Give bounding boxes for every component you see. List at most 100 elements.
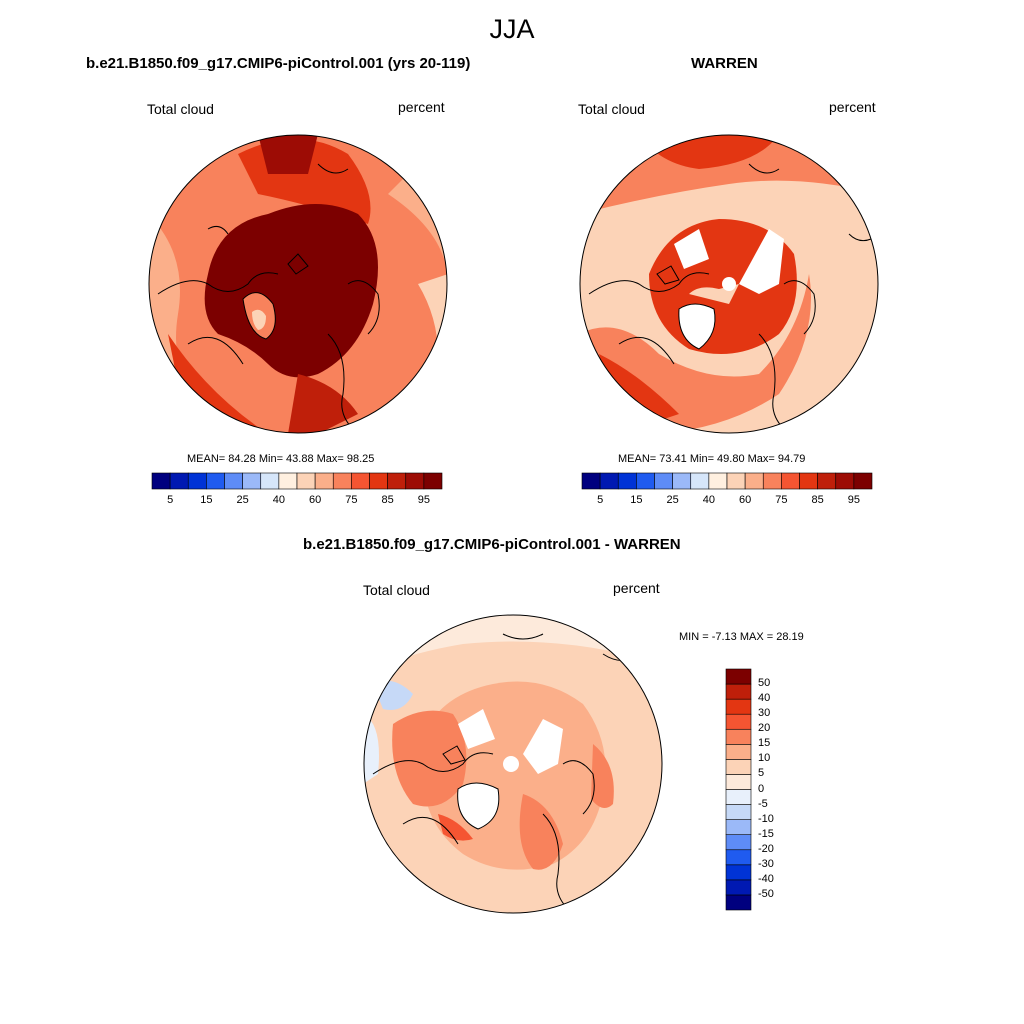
colorbar-box — [725, 683, 752, 700]
colorbar-box — [725, 759, 752, 775]
colorbar-box — [744, 472, 764, 490]
model-colorbar — [151, 472, 443, 490]
colorbar-box — [708, 472, 728, 490]
colorbar-box — [654, 472, 673, 490]
colorbar-box — [332, 472, 352, 490]
obs-variable-label: Total cloud — [578, 101, 645, 117]
colorbar-box — [581, 472, 601, 490]
colorbar-box — [762, 472, 782, 490]
colorbar-tick-label: 5 — [597, 494, 604, 506]
colorbar-box — [636, 472, 655, 490]
colorbar-box — [725, 849, 752, 866]
obs-stats: MEAN= 73.41 Min= 49.80 Max= 94.79 — [618, 453, 806, 465]
colorbar-tick-label: 40 — [758, 692, 771, 705]
colorbar-tick-label: 0 — [758, 782, 765, 795]
obs-polar-map — [579, 134, 879, 434]
colorbar-box — [725, 879, 752, 896]
colorbar-box — [725, 864, 752, 881]
colorbar-box — [151, 472, 171, 490]
colorbar-box — [387, 472, 407, 490]
diff-variable-label: Total cloud — [363, 582, 430, 598]
colorbar-box — [725, 774, 752, 790]
obs-panel-title: WARREN — [691, 55, 758, 72]
colorbar-box — [169, 472, 189, 490]
figure-title: JJA — [489, 14, 535, 44]
colorbar-box — [314, 472, 334, 490]
colorbar-tick-label: 15 — [758, 737, 771, 750]
diff-units-label: percent — [613, 580, 660, 596]
diff-colorbar — [725, 668, 752, 911]
colorbar-box — [405, 472, 425, 490]
diff-colorbar-ticks: 50 40 30 20 15 10 5 0 -5 -10 -15 -20 -30 -40 -50 — [758, 669, 798, 910]
colorbar-tick-label: 25 — [236, 494, 249, 506]
model-variable-label: Total cloud — [147, 101, 214, 117]
colorbar-tick-label: 30 — [758, 707, 771, 720]
colorbar-box — [725, 834, 752, 851]
colorbar-box — [672, 472, 692, 490]
model-colorbar-ticks: 5 15 25 40 60 75 85 95 — [152, 494, 442, 508]
colorbar-tick-label: 5 — [167, 494, 174, 506]
colorbar-tick-label: 75 — [345, 494, 358, 506]
colorbar-tick-label: 75 — [775, 494, 788, 506]
colorbar-box — [296, 472, 316, 490]
colorbar-box — [835, 472, 855, 490]
model-units-label: percent — [398, 99, 445, 115]
obs-colorbar-ticks: 5 15 25 40 60 75 85 95 — [582, 494, 872, 508]
colorbar-box — [725, 804, 752, 820]
colorbar-tick-label: 95 — [847, 494, 860, 506]
colorbar-tick-label: -20 — [758, 842, 774, 855]
colorbar-tick-label: 15 — [630, 494, 643, 506]
colorbar-tick-label: 20 — [758, 722, 771, 735]
colorbar-tick-label: 85 — [811, 494, 824, 506]
colorbar-box — [781, 472, 800, 490]
colorbar-tick-label: -5 — [758, 797, 768, 810]
colorbar-tick-label: 85 — [381, 494, 394, 506]
colorbar-tick-label: -40 — [758, 872, 774, 885]
obs-colorbar — [581, 472, 873, 490]
colorbar-box — [369, 472, 388, 490]
model-stats: MEAN= 84.28 Min= 43.88 Max= 98.25 — [187, 453, 375, 465]
colorbar-tick-label: 95 — [417, 494, 430, 506]
colorbar-box — [690, 472, 710, 490]
colorbar-box — [423, 472, 443, 490]
colorbar-box — [725, 728, 752, 745]
colorbar-tick-label: -50 — [758, 887, 774, 900]
colorbar-box — [351, 472, 370, 490]
colorbar-tick-label: -10 — [758, 812, 774, 825]
colorbar-box — [799, 472, 818, 490]
colorbar-tick-label: 50 — [758, 677, 771, 690]
colorbar-box — [599, 472, 619, 490]
colorbar-tick-label: 5 — [758, 767, 765, 780]
colorbar-tick-label: 40 — [272, 494, 285, 506]
colorbar-box — [725, 789, 752, 805]
model-polar-map — [148, 134, 448, 434]
colorbar-box — [278, 472, 298, 490]
colorbar-box — [725, 819, 752, 835]
diff-polar-map — [363, 614, 663, 914]
colorbar-box — [187, 472, 207, 490]
colorbar-box — [726, 472, 746, 490]
colorbar-tick-label: 40 — [702, 494, 715, 506]
colorbar-tick-label: 60 — [309, 494, 322, 506]
colorbar-box — [725, 668, 752, 685]
obs-units-label: percent — [829, 99, 876, 115]
colorbar-tick-label: 60 — [739, 494, 752, 506]
colorbar-box — [817, 472, 837, 490]
colorbar-box — [853, 472, 873, 490]
colorbar-box — [725, 744, 752, 760]
colorbar-box — [206, 472, 225, 490]
colorbar-tick-label: 10 — [758, 752, 771, 765]
colorbar-tick-label: 25 — [666, 494, 679, 506]
diff-stats: MIN = -7.13 MAX = 28.19 — [679, 631, 804, 643]
colorbar-box — [617, 472, 637, 490]
colorbar-box — [260, 472, 280, 490]
model-panel-title: b.e21.B1850.f09_g17.CMIP6-piControl.001 … — [86, 55, 471, 72]
colorbar-box — [242, 472, 262, 490]
diff-panel-title: b.e21.B1850.f09_g17.CMIP6-piControl.001 … — [303, 536, 681, 553]
colorbar-box — [725, 698, 752, 715]
colorbar-box — [725, 894, 752, 911]
colorbar-box — [224, 472, 243, 490]
colorbar-tick-label: -30 — [758, 857, 774, 870]
colorbar-tick-label: 15 — [200, 494, 213, 506]
colorbar-box — [725, 713, 752, 730]
